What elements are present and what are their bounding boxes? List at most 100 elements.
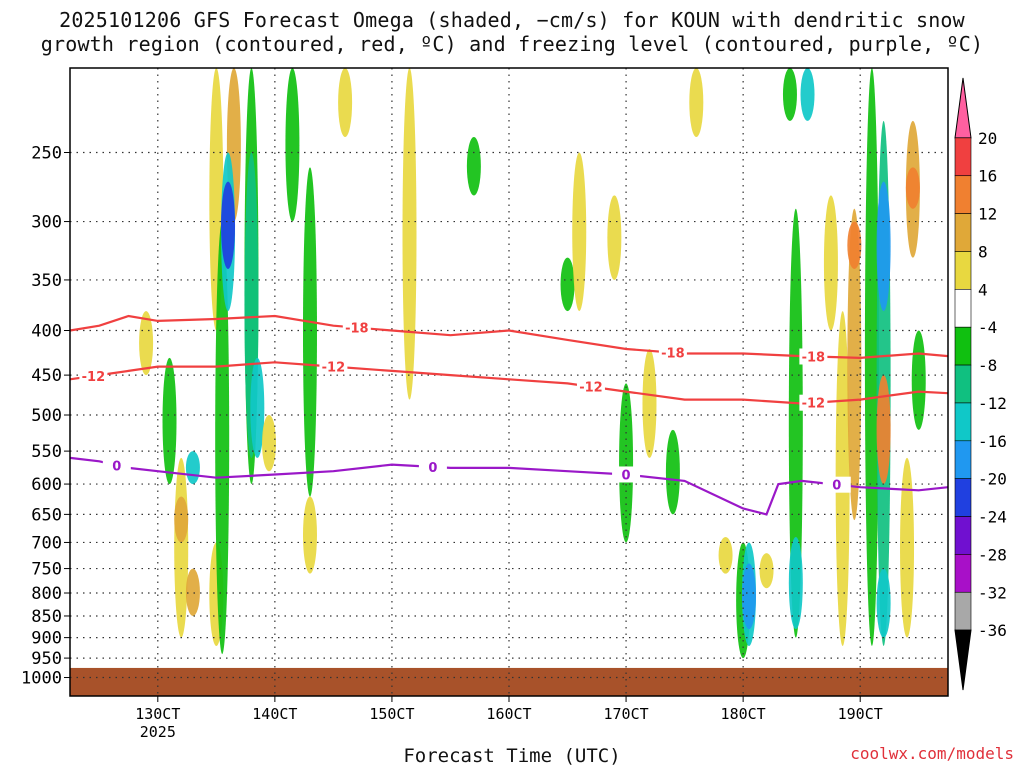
x-axis-label: Forecast Time (UTC) [403,745,621,767]
y-tick-label: 950 [31,649,62,669]
colorbar-swatch [954,289,972,328]
contour-label: 0 [112,459,121,474]
omega-shade-blob [262,415,277,472]
colorbar-label: -24 [978,508,1007,527]
contour-label-bg [799,348,828,365]
colorbar-swatch [954,137,972,177]
omega-shade-blob [572,152,587,312]
x-tick-label: 150CT [369,705,414,723]
omega-shade-blob [759,553,774,589]
omega-shade-blob [221,181,236,269]
colorbar-swatch [954,554,972,593]
x-tick-sublabel: 2025 [140,723,176,741]
omega-shade-blob [876,375,891,485]
omega-shade-blob [905,167,920,209]
contour-label-bg [79,367,108,384]
y-tick-label: 250 [31,144,62,164]
colorbar-swatch [954,251,972,290]
x-tick-label: 130CT [135,705,180,723]
colorbar-label: -20 [978,470,1007,489]
omega-shade-blob [215,221,230,655]
contour-label: -12 [802,397,826,412]
x-tick-label: 140CT [252,705,297,723]
contour-label-bg [822,476,851,493]
omega-shade-blob [642,348,657,458]
omega-shade-blob [782,68,797,121]
chart-title-line-1: 2025101206 GFS Forecast Omega (shaded, −… [59,8,965,32]
colorbar-swatch [954,175,972,214]
y-tick-label: 1000 [21,669,62,689]
colorbar-bottom-arrow [954,629,972,691]
colorbar-swatch [954,440,972,479]
contour-label: -18 [802,350,826,365]
colorbar-label: -12 [978,394,1007,413]
omega-shade-blob [741,563,756,630]
omega-shade-blob [847,208,862,521]
omega-shade-blob [185,568,200,616]
omega-shade-blob [302,167,317,497]
plot-frame [69,67,949,697]
contour-label: 0 [428,461,437,476]
y-tick-label: 600 [31,475,62,495]
colorbar-label: -28 [978,545,1007,564]
colorbar-swatch [954,213,972,252]
omega-shade-blob [911,330,926,430]
colorbar-label: -36 [978,621,1007,640]
colorbar-swatch [954,326,972,366]
omega-shade-blob [665,429,680,515]
omega-shade-blob [847,221,862,269]
colorbar-label: -16 [978,432,1007,451]
ground-fill [70,667,948,696]
y-tick-label: 400 [31,322,62,342]
colorbar-label: 8 [978,242,988,261]
x-tick-label: 170CT [603,705,648,723]
y-tick-label: 350 [31,271,62,291]
omega-shade-blob [302,496,317,574]
colorbar-swatch [954,364,972,404]
colorbar-label: -8 [978,356,997,375]
contour-line-0 [69,456,949,516]
y-tick-label: 650 [31,505,62,525]
contour-label: -12 [322,361,346,376]
y-tick-label: 700 [31,533,62,553]
colorbar-swatch [954,402,972,442]
omega-shade-blob [876,181,891,312]
chart-title-line-2: growth region (contoured, red, ºC) and f… [40,32,984,56]
contour-label-bg [342,319,371,336]
omega-shade-blob [560,257,575,312]
y-tick-label: 750 [31,560,62,580]
contour-label: -18 [345,322,369,337]
omega-shade-blob [900,457,915,638]
contour-label-bg [418,458,447,475]
omega-shade-blob [139,311,154,376]
contour-label-bg [612,466,641,483]
contour-label-bg [576,378,605,395]
omega-shade-blob [689,68,704,138]
omega-shade-blob [619,383,634,543]
omega-shade-blob [250,357,265,458]
omega-shade-blob [788,208,803,638]
omega-shade-blob [174,457,189,638]
colorbar-swatch [954,478,972,517]
colorbar-label: 4 [978,280,988,299]
omega-shade-blob [788,536,803,630]
x-tick-label: 190CT [838,705,883,723]
y-tick-label: 800 [31,584,62,604]
omega-shade-blob [174,496,189,543]
colorbar-swatch [954,516,972,555]
omega-shade-blob [876,568,891,638]
omega-shade-blob [823,195,838,331]
contour-label: -12 [82,370,106,385]
colorbar-top-arrow [954,77,972,139]
y-tick-label: 850 [31,607,62,627]
y-tick-label: 500 [31,406,62,426]
omega-shade-blob [466,137,481,196]
contour-label-bg [102,457,131,474]
credit-link[interactable]: coolwx.com/models [850,744,1014,763]
omega-shade-blob [607,195,622,280]
y-tick-label: 550 [31,442,62,462]
y-tick-label: 300 [31,213,62,233]
omega-shade-blob [718,536,733,574]
colorbar-swatch [954,591,972,631]
